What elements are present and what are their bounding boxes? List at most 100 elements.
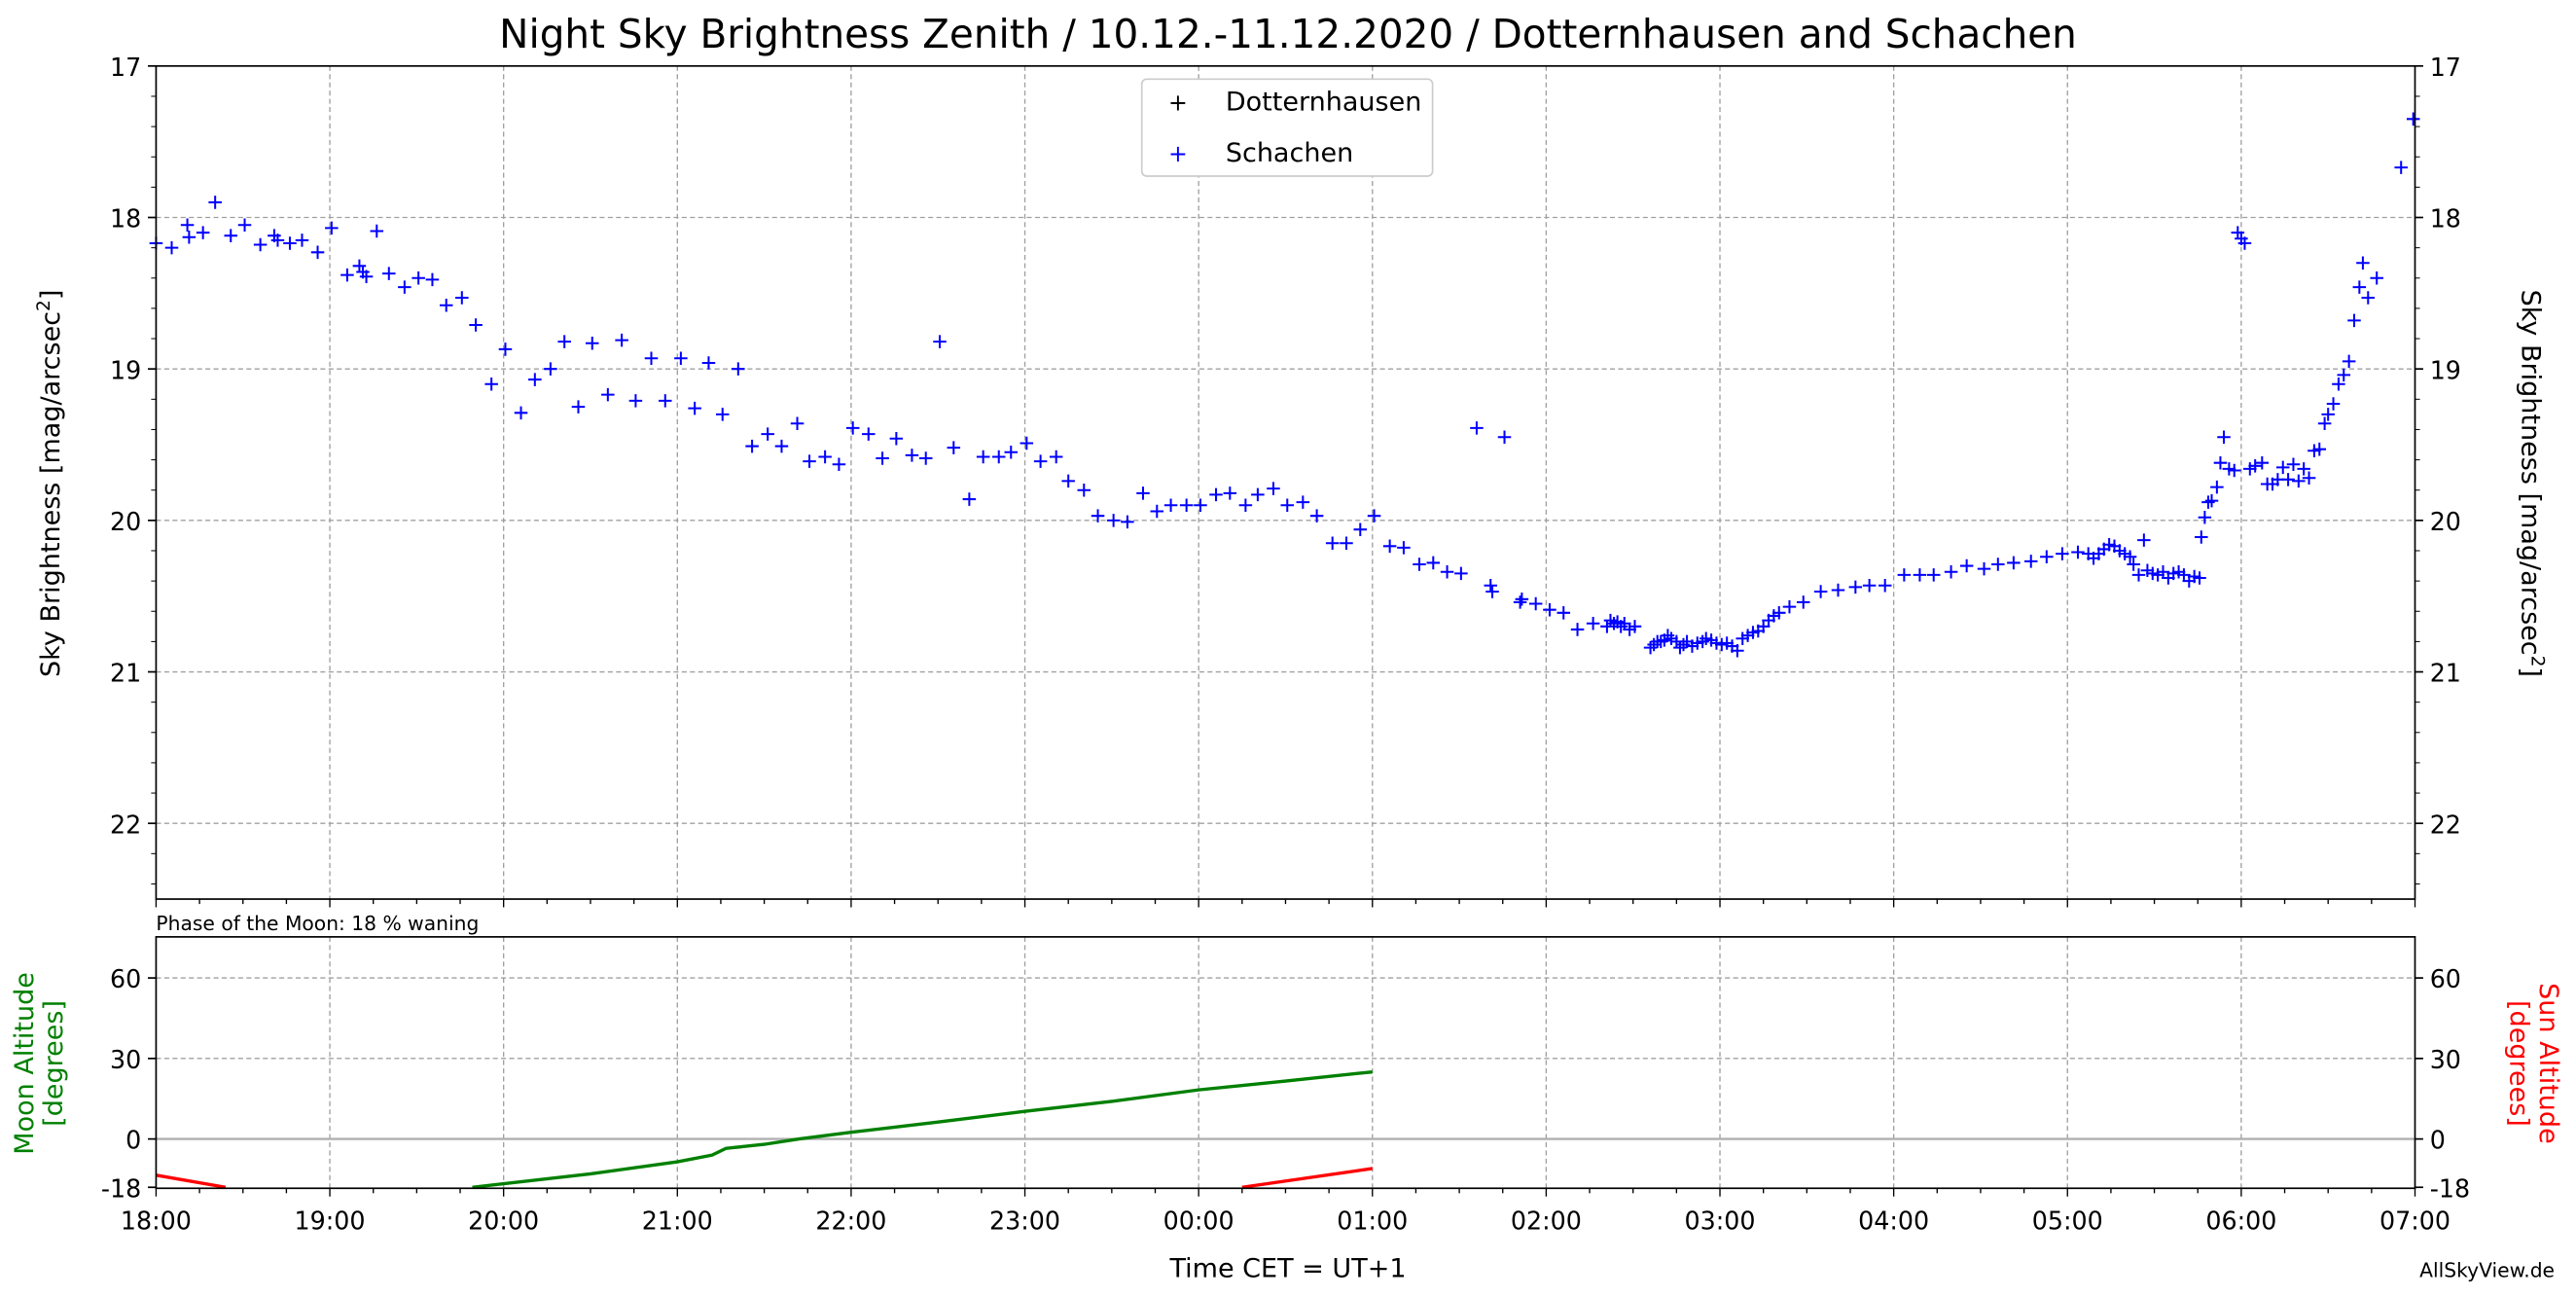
schachen-data-point bbox=[2127, 558, 2140, 571]
moon-phase-annotation: Phase of the Moon: 18 % waning bbox=[156, 912, 479, 935]
schachen-data-point bbox=[1570, 623, 1585, 636]
schachen-data-point bbox=[180, 218, 195, 233]
schachen-data-point bbox=[1897, 568, 1912, 582]
schachen-data-point bbox=[1267, 482, 1280, 495]
schachen-data-point bbox=[2210, 480, 2224, 494]
schachen-data-point bbox=[1831, 583, 1845, 597]
schachen-data-point bbox=[1382, 539, 1397, 554]
schachen-data-point bbox=[1944, 565, 1958, 579]
schachen-data-point bbox=[2312, 442, 2327, 456]
schachen-data-point bbox=[1977, 561, 1991, 576]
schachen-data-point bbox=[1367, 509, 1381, 522]
schachen-data-point bbox=[962, 492, 977, 506]
schachen-data-point bbox=[774, 439, 789, 453]
schachen-data-point bbox=[701, 356, 716, 370]
schachen-data-point bbox=[1513, 595, 1527, 609]
schachen-data-point bbox=[1251, 487, 1265, 502]
schachen-data-point bbox=[2286, 457, 2301, 472]
schachen-data-point bbox=[1628, 620, 1642, 633]
schachen-data-point bbox=[1163, 498, 1178, 513]
x-tick-label: 20:00 bbox=[468, 1206, 539, 1235]
schachen-data-point bbox=[2056, 547, 2069, 560]
schachen-data-point bbox=[933, 335, 947, 348]
schachen-data-point bbox=[196, 226, 210, 239]
schachen-data-point bbox=[2347, 313, 2361, 328]
x-tick-label: 03:00 bbox=[1685, 1206, 1756, 1235]
chart-title: Night Sky Brightness Zenith / 10.12.-11.… bbox=[499, 11, 2077, 57]
schachen-data-point bbox=[2337, 368, 2351, 382]
y-tick-label-right: 21 bbox=[2430, 659, 2461, 688]
sun-altitude-line bbox=[156, 1173, 227, 1189]
schachen-data-point bbox=[991, 450, 1006, 464]
schachen-data-point bbox=[557, 335, 571, 348]
schachen-data-point bbox=[732, 362, 745, 376]
schachen-data-point bbox=[644, 351, 659, 366]
schachen-data-point bbox=[2297, 462, 2310, 476]
schachen-data-point bbox=[2321, 408, 2335, 421]
y-tick-label-left: 22 bbox=[110, 810, 141, 839]
schachen-data-point bbox=[2248, 459, 2262, 473]
schachen-data-point bbox=[352, 259, 367, 273]
schachen-data-point bbox=[1515, 593, 1529, 606]
schachen-data-point bbox=[1782, 599, 1797, 614]
schachen-data-point bbox=[889, 432, 904, 446]
schachen-data-point bbox=[803, 454, 816, 468]
schachen-data-point bbox=[976, 450, 990, 464]
lower-ticks: -18 -18 0 0 30 30 60 60 18:00 19:00 20:00 21:00 22:0… bbox=[101, 964, 2470, 1235]
upper-plot-frame bbox=[155, 64, 2416, 900]
schachen-data-point bbox=[1004, 446, 1019, 459]
schachen-data-point bbox=[370, 224, 384, 238]
schachen-data-point bbox=[1061, 474, 1075, 488]
schachen-data-point bbox=[382, 267, 396, 280]
schachen-data-point bbox=[182, 230, 197, 244]
schachen-data-point bbox=[1296, 495, 1310, 509]
y-axis-label-right: Sky Brightness [mag/arcsec2] bbox=[2515, 290, 2548, 677]
x-axis-label: Time CET = UT+1 bbox=[1168, 1253, 1406, 1283]
moon-y-tick-label: 60 bbox=[110, 964, 141, 993]
y-tick-label-left: 19 bbox=[110, 355, 141, 384]
schachen-data-point bbox=[790, 416, 805, 430]
schachen-data-point bbox=[947, 441, 961, 454]
schachen-data-point bbox=[2227, 463, 2241, 478]
schachen-data-point bbox=[2356, 256, 2370, 270]
schachen-data-point bbox=[1223, 486, 1237, 500]
schachen-data-point bbox=[398, 280, 411, 294]
schachen-data-point bbox=[2123, 550, 2137, 563]
schachen-data-point bbox=[628, 394, 643, 408]
schachen-data-point bbox=[1121, 515, 1134, 529]
y-tick-label-right: 22 bbox=[2430, 810, 2461, 839]
schachen-data-point bbox=[1077, 483, 1091, 497]
x-tick-label: 23:00 bbox=[989, 1206, 1060, 1235]
schachen-data-point bbox=[1020, 436, 1034, 450]
sun-y-tick-label: 30 bbox=[2430, 1045, 2461, 1074]
moon-y-tick-label: 0 bbox=[125, 1126, 141, 1155]
schachen-data-point bbox=[1959, 558, 1974, 573]
x-tick-label: 00:00 bbox=[1163, 1206, 1234, 1235]
upper-grid bbox=[156, 65, 2415, 900]
schachen-data-point bbox=[270, 234, 285, 247]
credit-label: AllSkyView.de bbox=[2419, 1258, 2555, 1281]
x-tick-label: 22:00 bbox=[815, 1206, 886, 1235]
schachen-data-point bbox=[237, 218, 252, 233]
schachen-data-point bbox=[484, 377, 498, 391]
x-tick-label: 05:00 bbox=[2032, 1206, 2103, 1235]
schachen-data-point bbox=[571, 400, 586, 414]
schachen-data-point bbox=[1813, 585, 1828, 598]
schachen-data-point bbox=[1440, 565, 1454, 579]
y-tick-label-right: 20 bbox=[2430, 507, 2461, 536]
schachen-data-point bbox=[1209, 487, 1223, 502]
moon-altitude-label: Moon Altitude[degrees] bbox=[10, 972, 69, 1155]
x-tick-label: 02:00 bbox=[1511, 1206, 1582, 1235]
schachen-data-point bbox=[514, 406, 528, 420]
moon-y-tick-label: -18 bbox=[101, 1173, 141, 1203]
y-tick-label-right: 17 bbox=[2430, 53, 2461, 82]
schachen-data-point bbox=[601, 387, 615, 402]
schachen-data-point bbox=[2352, 280, 2367, 294]
schachen-data-point bbox=[2237, 236, 2252, 250]
schachen-data-point bbox=[2217, 430, 2231, 444]
schachen-data-point bbox=[2281, 473, 2295, 486]
schachen-data-point bbox=[1676, 637, 1691, 652]
x-tick-label: 19:00 bbox=[295, 1206, 366, 1235]
schachen-data-point bbox=[688, 401, 701, 415]
x-tick-label: 18:00 bbox=[121, 1206, 192, 1235]
